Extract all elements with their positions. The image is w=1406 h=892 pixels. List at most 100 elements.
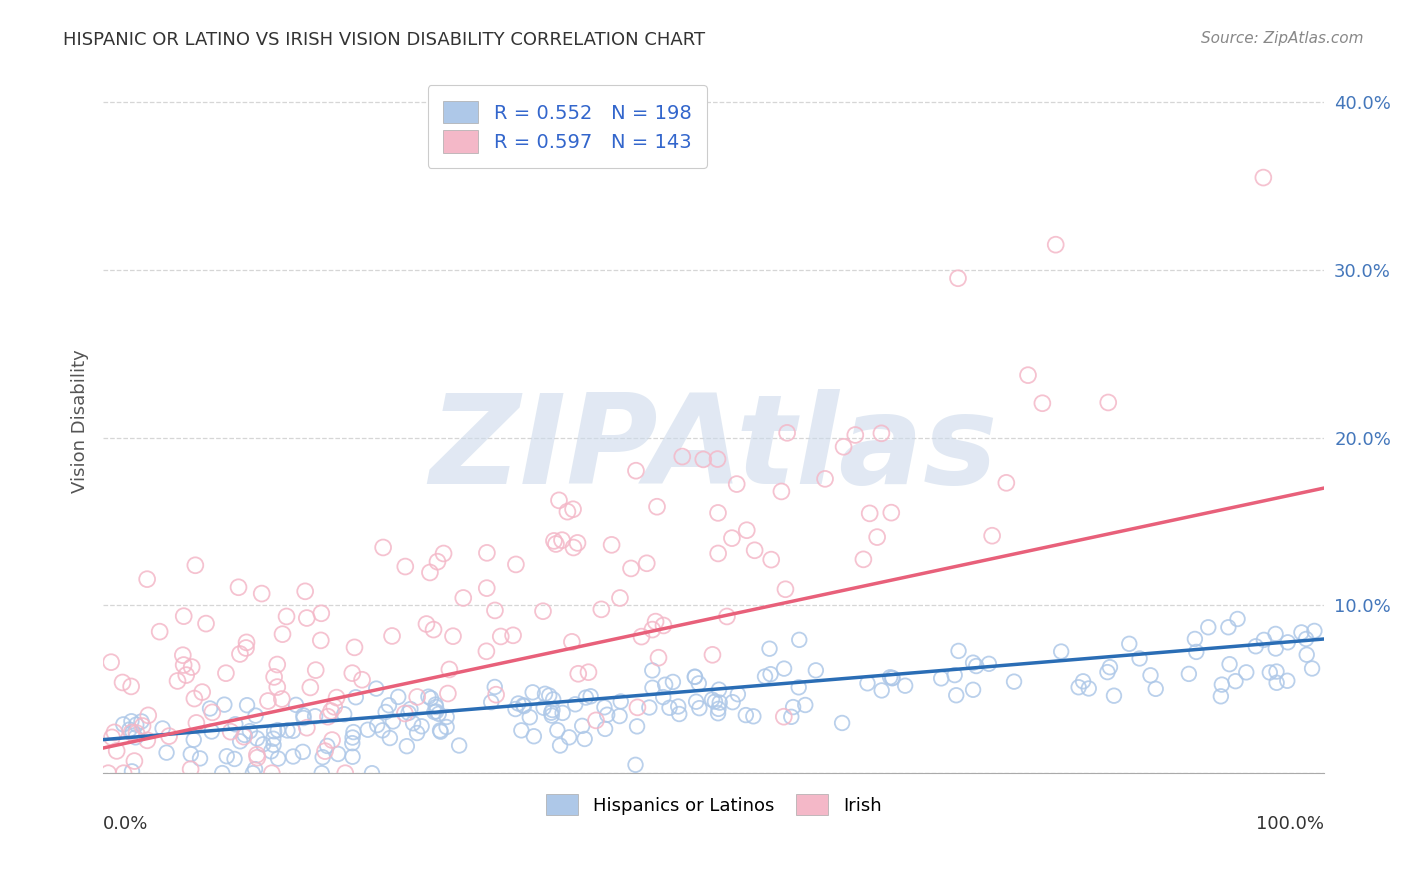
Point	[325, 690, 347, 705]
Point	[366, 681, 388, 696]
Point	[859, 507, 882, 521]
Point	[124, 731, 146, 745]
Point	[575, 690, 598, 705]
Point	[1303, 624, 1326, 638]
Point	[425, 700, 447, 714]
Point	[688, 701, 710, 715]
Point	[394, 706, 416, 721]
Point	[557, 505, 579, 519]
Point	[744, 543, 766, 558]
Point	[378, 731, 401, 745]
Point	[276, 723, 298, 738]
Point	[239, 724, 262, 739]
Point	[658, 700, 681, 714]
Point	[1209, 690, 1232, 704]
Point	[1258, 665, 1281, 680]
Point	[870, 683, 893, 698]
Point	[929, 672, 952, 686]
Point	[624, 464, 647, 478]
Point	[97, 766, 120, 780]
Point	[242, 766, 264, 780]
Point	[624, 757, 647, 772]
Point	[652, 618, 675, 632]
Point	[342, 736, 364, 750]
Point	[965, 659, 987, 673]
Point	[564, 698, 586, 712]
Point	[243, 762, 266, 776]
Point	[484, 680, 506, 694]
Point	[1253, 632, 1275, 647]
Point	[544, 537, 567, 551]
Point	[263, 724, 285, 739]
Point	[804, 664, 827, 678]
Point	[437, 686, 460, 700]
Point	[118, 723, 141, 737]
Point	[342, 749, 364, 764]
Point	[371, 723, 394, 738]
Point	[292, 711, 315, 725]
Point	[1219, 657, 1241, 672]
Point	[1097, 665, 1119, 680]
Point	[593, 700, 616, 714]
Point	[735, 523, 758, 537]
Point	[704, 695, 727, 709]
Point	[215, 749, 238, 764]
Point	[419, 691, 441, 706]
Point	[977, 657, 1000, 671]
Point	[593, 722, 616, 736]
Point	[136, 733, 159, 747]
Text: HISPANIC OR LATINO VS IRISH VISION DISABILITY CORRELATION CHART: HISPANIC OR LATINO VS IRISH VISION DISAB…	[63, 31, 706, 49]
Point	[567, 666, 589, 681]
Point	[533, 700, 555, 714]
Point	[574, 731, 596, 746]
Point	[636, 556, 658, 570]
Point	[567, 536, 589, 550]
Point	[685, 695, 707, 709]
Point	[262, 731, 284, 746]
Point	[773, 662, 796, 676]
Point	[551, 706, 574, 720]
Point	[432, 547, 454, 561]
Point	[314, 744, 336, 758]
Point	[522, 685, 544, 699]
Point	[475, 581, 498, 595]
Point	[505, 702, 527, 716]
Point	[734, 708, 756, 723]
Point	[418, 690, 440, 704]
Point	[645, 500, 668, 514]
Point	[281, 723, 304, 738]
Point	[856, 676, 879, 690]
Point	[201, 706, 224, 720]
Point	[195, 616, 218, 631]
Point	[233, 728, 256, 742]
Point	[224, 752, 246, 766]
Point	[620, 561, 643, 575]
Point	[946, 271, 969, 285]
Point	[232, 730, 254, 744]
Point	[415, 617, 437, 632]
Point	[267, 751, 290, 765]
Legend: Hispanics or Latinos, Irish: Hispanics or Latinos, Irish	[533, 781, 894, 828]
Point	[309, 633, 332, 648]
Point	[962, 656, 984, 670]
Point	[326, 747, 349, 761]
Point	[394, 559, 416, 574]
Point	[121, 764, 143, 779]
Point	[121, 725, 143, 739]
Point	[229, 647, 252, 661]
Point	[866, 530, 889, 544]
Point	[782, 700, 804, 714]
Text: 100.0%: 100.0%	[1257, 815, 1324, 833]
Point	[270, 692, 292, 706]
Point	[626, 719, 648, 733]
Point	[311, 750, 333, 764]
Point	[201, 724, 224, 739]
Point	[1002, 674, 1025, 689]
Point	[716, 609, 738, 624]
Point	[294, 584, 316, 599]
Point	[245, 708, 267, 723]
Point	[761, 552, 783, 566]
Point	[406, 690, 429, 704]
Point	[894, 679, 917, 693]
Point	[1244, 640, 1267, 654]
